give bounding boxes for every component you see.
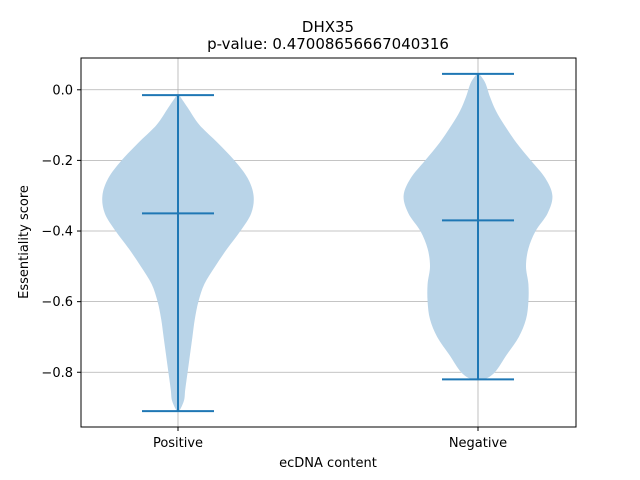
tick-layer: 0.0 −0.2 −0.4 −0.6 −0.8 Positive Negative bbox=[41, 83, 507, 451]
y-tick-label: −0.2 bbox=[41, 154, 73, 169]
y-tick-label: −0.8 bbox=[41, 366, 73, 381]
x-tick-label: Positive bbox=[153, 436, 203, 451]
y-axis-label: Essentiality score bbox=[17, 185, 32, 299]
x-axis-label: ecDNA content bbox=[279, 456, 377, 471]
chart-subtitle: p-value: 0.47008656667040316 bbox=[207, 35, 449, 53]
plot-frame bbox=[80, 57, 577, 428]
statistic-lines bbox=[142, 72, 514, 413]
y-tick-label: 0.0 bbox=[52, 83, 73, 98]
y-tick-label: −0.6 bbox=[41, 295, 73, 310]
violin-layer bbox=[102, 73, 553, 413]
y-tick-label: −0.4 bbox=[41, 225, 73, 240]
chart-title: DHX35 bbox=[302, 18, 354, 36]
x-tick-label: Negative bbox=[449, 436, 507, 451]
